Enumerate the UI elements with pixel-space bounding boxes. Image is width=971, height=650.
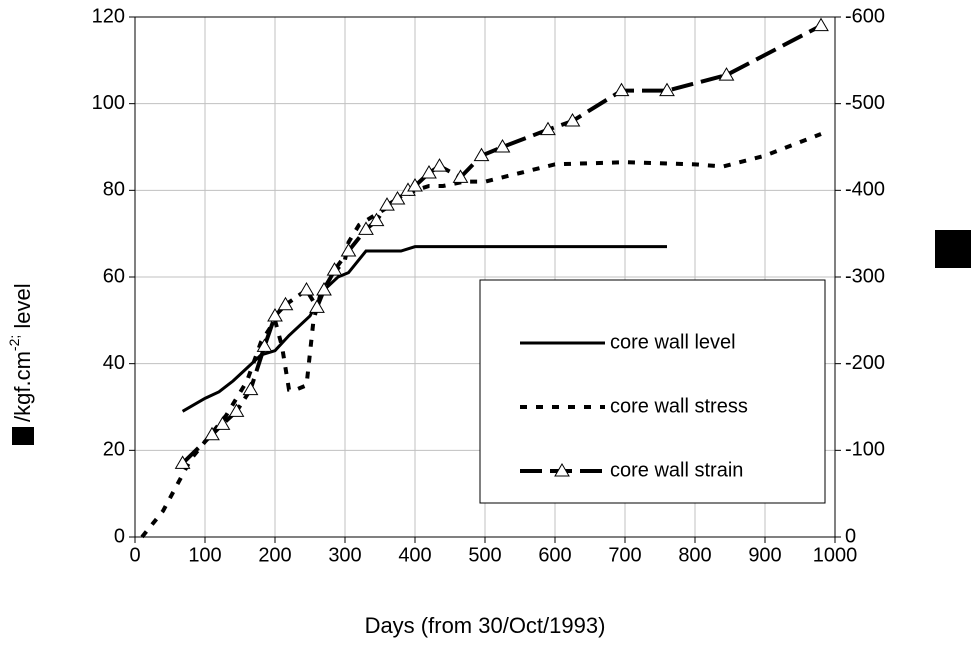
marker [214, 416, 231, 430]
x-tick-label: 300 [328, 544, 361, 566]
x-tick-label: 500 [468, 544, 501, 566]
marker [564, 113, 581, 127]
y-tick-label: 20 [103, 439, 125, 461]
y-title-part: level [10, 283, 35, 334]
x-tick-label: 400 [398, 544, 431, 566]
y2-tick-label: -300 [845, 265, 885, 287]
y-tick-label: 80 [103, 179, 125, 201]
redaction-box [12, 427, 34, 445]
y2-tick-label: -400 [845, 179, 885, 201]
marker [204, 426, 220, 441]
marker [298, 282, 315, 296]
marker [316, 282, 332, 296]
marker [309, 299, 325, 313]
x-tick-label: 700 [608, 544, 641, 566]
legend-label: core wall strain [610, 459, 743, 481]
marker [340, 243, 357, 257]
marker [473, 147, 490, 162]
y-tick-label: 0 [114, 525, 125, 547]
marker [267, 308, 283, 322]
y-axis-title: /kgf.cm-2; level [6, 283, 35, 422]
y-axis-title-group: /kgf.cm-2; level [6, 283, 35, 445]
y-tick-label: 60 [103, 265, 125, 287]
y-title-part: /kgf.cm [10, 351, 35, 422]
series-line [181, 245, 667, 413]
legend-marker [554, 463, 570, 477]
marker [659, 82, 675, 97]
legend-label: core wall stress [610, 395, 748, 417]
marker [242, 381, 259, 396]
x-tick-label: 0 [129, 544, 140, 566]
y-tick-label: 40 [103, 352, 125, 374]
x-tick-label: 900 [748, 544, 781, 566]
marker [326, 262, 343, 276]
marker [407, 178, 423, 192]
y-tick-label: 120 [92, 5, 125, 27]
y-title-sup: -2; [6, 335, 22, 351]
y2-tick-label: -100 [845, 439, 885, 461]
y2-tick-label: -500 [845, 92, 885, 114]
marker [174, 455, 191, 469]
marker [540, 121, 556, 136]
marker [277, 296, 294, 311]
marker [494, 139, 511, 153]
marker [256, 338, 273, 352]
marker [718, 67, 735, 81]
y2-tick-label: -200 [845, 352, 885, 374]
marker [389, 191, 406, 205]
marker [452, 169, 469, 183]
x-tick-label: 100 [188, 544, 221, 566]
legend-label: core wall level [610, 331, 736, 353]
marker [431, 158, 448, 172]
x-tick-label: 600 [538, 544, 571, 566]
x-tick-label: 200 [258, 544, 291, 566]
marker [813, 17, 829, 32]
legend: core wall level core wall stress core wall… [479, 279, 826, 504]
legend-box [479, 279, 826, 504]
marker [358, 221, 374, 235]
redaction-box [935, 230, 971, 268]
x-axis-title: Days (from 30/Oct/1993) [365, 613, 606, 638]
plot-frame [134, 16, 836, 538]
marker [613, 82, 630, 97]
series-line [181, 23, 822, 465]
marker [368, 212, 385, 227]
y2-tick-label: 0 [845, 525, 856, 547]
x-tick-label: 800 [678, 544, 711, 566]
y-tick-label: 100 [92, 92, 125, 114]
marker [421, 165, 437, 179]
marker [228, 403, 245, 417]
y2-tick-label: -600 [845, 5, 885, 27]
x-tick-label: 1000 [813, 544, 858, 566]
